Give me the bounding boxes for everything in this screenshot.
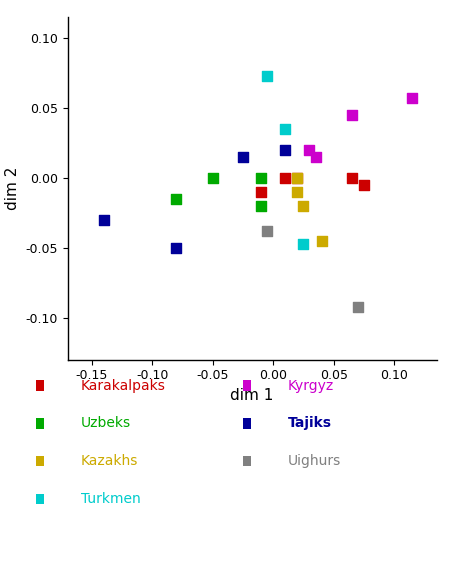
Point — [294, 187, 301, 197]
Text: Kazakhs: Kazakhs — [81, 454, 139, 468]
Point — [173, 243, 180, 252]
Point — [348, 111, 356, 120]
Text: Tajiks: Tajiks — [288, 416, 332, 430]
Point — [209, 173, 216, 183]
Point — [360, 180, 368, 190]
Point — [173, 194, 180, 204]
Text: Turkmen: Turkmen — [81, 492, 141, 506]
Point — [264, 226, 271, 235]
Point — [318, 236, 325, 245]
Y-axis label: dim 2: dim 2 — [4, 167, 20, 210]
Point — [306, 146, 313, 155]
Point — [294, 173, 301, 183]
X-axis label: dim 1: dim 1 — [230, 388, 274, 403]
Point — [312, 153, 319, 162]
Point — [100, 215, 108, 224]
Point — [282, 146, 289, 155]
Point — [257, 187, 265, 197]
Text: Uighurs: Uighurs — [288, 454, 341, 468]
Point — [294, 173, 301, 183]
Point — [300, 239, 307, 248]
Point — [264, 71, 271, 81]
Point — [239, 153, 247, 162]
Text: Karakalpaks: Karakalpaks — [81, 379, 166, 393]
Point — [257, 201, 265, 211]
Point — [348, 173, 356, 183]
Point — [300, 201, 307, 211]
Point — [282, 125, 289, 134]
Text: Uzbeks: Uzbeks — [81, 416, 131, 430]
Point — [409, 94, 416, 103]
Point — [354, 302, 361, 311]
Point — [282, 173, 289, 183]
Text: Kyrgyz: Kyrgyz — [288, 379, 334, 393]
Point — [257, 173, 265, 183]
